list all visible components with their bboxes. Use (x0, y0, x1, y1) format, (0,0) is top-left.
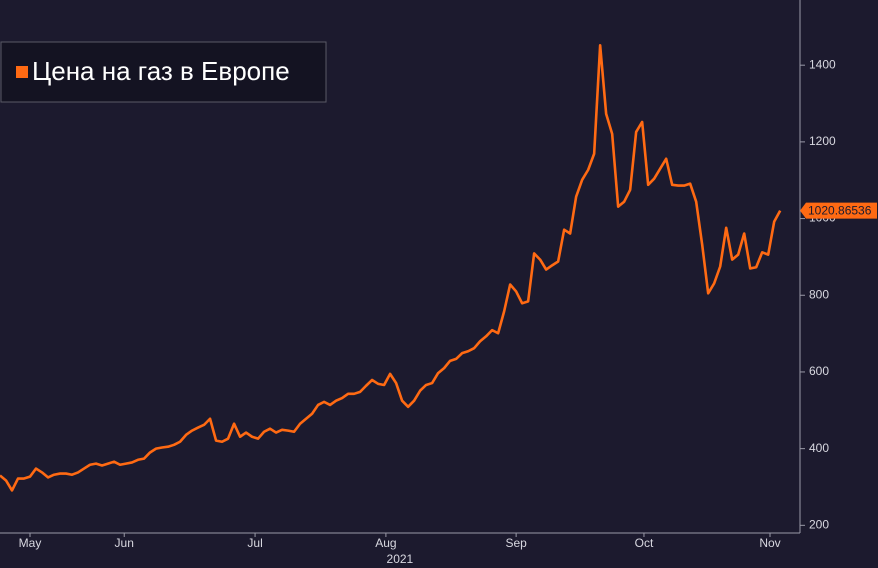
y-tick-label: 200 (809, 518, 829, 532)
y-tick-label: 1400 (809, 57, 836, 71)
legend-box (0, 41, 327, 103)
legend-swatch (16, 66, 28, 78)
x-tick-label: Jun (115, 536, 134, 550)
y-tick-label: 400 (809, 441, 829, 455)
x-tick-label: Aug (375, 536, 396, 550)
x-tick-label: Nov (759, 536, 780, 550)
y-tick-label: 800 (809, 287, 829, 301)
legend-label: Цена на газ в Европе (32, 56, 290, 86)
price-tag (800, 202, 877, 219)
price-tag-label: 1020.86536 (808, 204, 872, 218)
x-tick-label: Oct (635, 536, 654, 550)
x-tick-label: May (19, 536, 42, 550)
line-series (0, 43, 782, 492)
x-tick-label: Jul (247, 536, 262, 550)
year-label: 2021 (387, 552, 414, 566)
y-tick-label: 1200 (809, 134, 836, 148)
y-tick-label: 600 (809, 364, 829, 378)
x-tick-label: Sep (505, 536, 527, 550)
